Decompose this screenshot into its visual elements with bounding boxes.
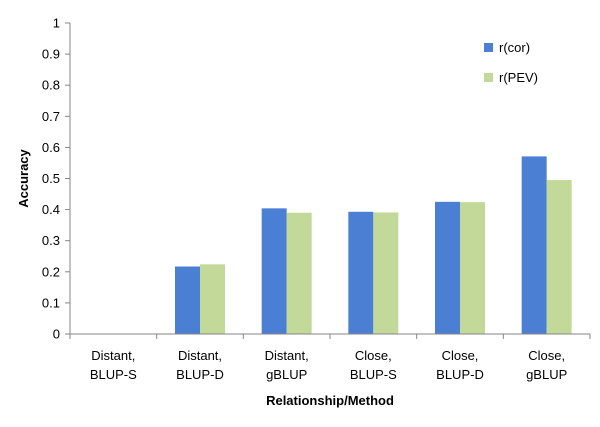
y-axis-ticks: 0 0.1 0.2 0.3 0.4 0.5 0.6 0.7 0.8 0.9 1 xyxy=(42,16,70,342)
legend-swatch xyxy=(484,73,493,82)
legend-label: r(cor) xyxy=(499,40,530,55)
bar-r-cor xyxy=(261,208,287,334)
x-axis-ticks xyxy=(69,334,591,339)
legend: r(cor) r(PEV) xyxy=(484,40,538,85)
x-category-label: BLUP-D xyxy=(176,367,224,382)
y-tick-label: 0.8 xyxy=(42,78,60,93)
bar-r-cor xyxy=(435,201,460,334)
y-tick-label: 0.9 xyxy=(42,47,60,62)
y-tick-label: 0.3 xyxy=(42,233,60,248)
bars xyxy=(175,156,572,334)
x-category-label: Close, xyxy=(528,348,565,363)
x-axis-title: Relationship/Method xyxy=(266,393,394,408)
bar-r-cor xyxy=(348,211,374,334)
y-tick-label: 0 xyxy=(53,327,60,342)
y-tick-label: 0.6 xyxy=(42,140,60,155)
bar-r-pev xyxy=(373,212,399,334)
y-tick-label: 1 xyxy=(53,16,60,31)
y-tick-label: 0.2 xyxy=(42,264,60,279)
x-category-label: BLUP-S xyxy=(90,367,137,382)
x-category-label: BLUP-D xyxy=(436,367,484,382)
x-category-label: Close, xyxy=(355,348,392,363)
y-tick-label: 0.7 xyxy=(42,109,60,124)
bar-r-pev xyxy=(460,202,485,334)
x-axis-category-labels: Distant, BLUP-S Distant, BLUP-D Distant, gBLU… xyxy=(90,348,567,382)
legend-label: r(PEV) xyxy=(499,70,538,85)
y-tick-label: 0.5 xyxy=(42,171,60,186)
x-category-label: Distant, xyxy=(178,348,222,363)
x-category-label: gBLUP xyxy=(526,367,567,382)
bar-r-cor xyxy=(521,156,547,334)
legend-swatch xyxy=(484,43,493,52)
bar-r-pev xyxy=(546,180,572,334)
x-category-label: Distant, xyxy=(265,348,309,363)
x-category-label: Close, xyxy=(442,348,479,363)
bar-r-cor xyxy=(175,266,200,334)
y-tick-label: 0.4 xyxy=(42,202,60,217)
x-category-label: BLUP-S xyxy=(350,367,397,382)
x-category-label: Distant, xyxy=(91,348,135,363)
bar-r-pev xyxy=(286,212,312,334)
y-tick-label: 0.1 xyxy=(42,295,60,310)
x-category-label: gBLUP xyxy=(266,367,307,382)
y-axis-title: Accuracy xyxy=(16,148,31,207)
bar-r-pev xyxy=(200,264,225,334)
